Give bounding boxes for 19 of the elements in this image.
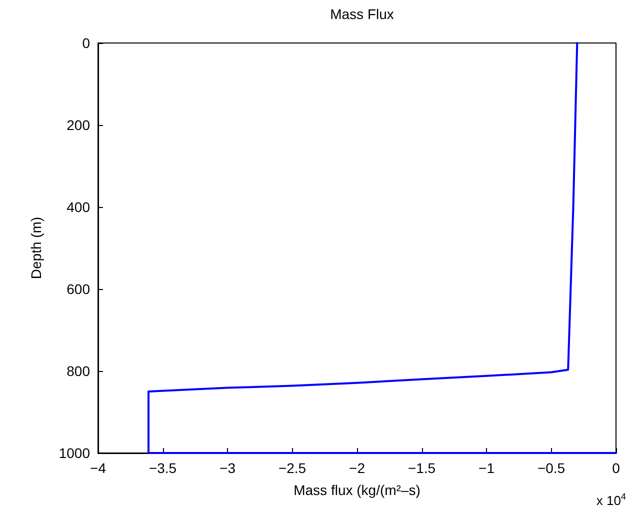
y-tick-label: 600	[66, 281, 90, 297]
x-tick-label: −2.5	[278, 460, 306, 476]
y-tick-label: 0	[82, 35, 90, 51]
y-tick-label: 800	[66, 363, 90, 379]
x-axis-title: Mass flux (kg/(m²–s)	[294, 482, 420, 498]
y-tick-label: 400	[66, 199, 90, 215]
x-tick-label: −1.5	[408, 460, 436, 476]
line-series	[148, 42, 617, 454]
x-tick-label: −4	[90, 460, 106, 476]
x-tick-label: −3.5	[148, 460, 177, 476]
y-tick-label: 1000	[58, 445, 90, 461]
x-tick-label: −1	[478, 460, 495, 476]
x-tick-label: 0	[612, 460, 620, 476]
chart-title: Mass Flux	[330, 6, 394, 22]
y-tick-label: 200	[66, 117, 90, 133]
y-axis-title: Depth (m)	[28, 216, 44, 280]
x-tick-label: −3	[220, 460, 236, 476]
x-tick-label: −0.5	[537, 460, 566, 476]
x-tick-label: −2	[349, 460, 366, 476]
